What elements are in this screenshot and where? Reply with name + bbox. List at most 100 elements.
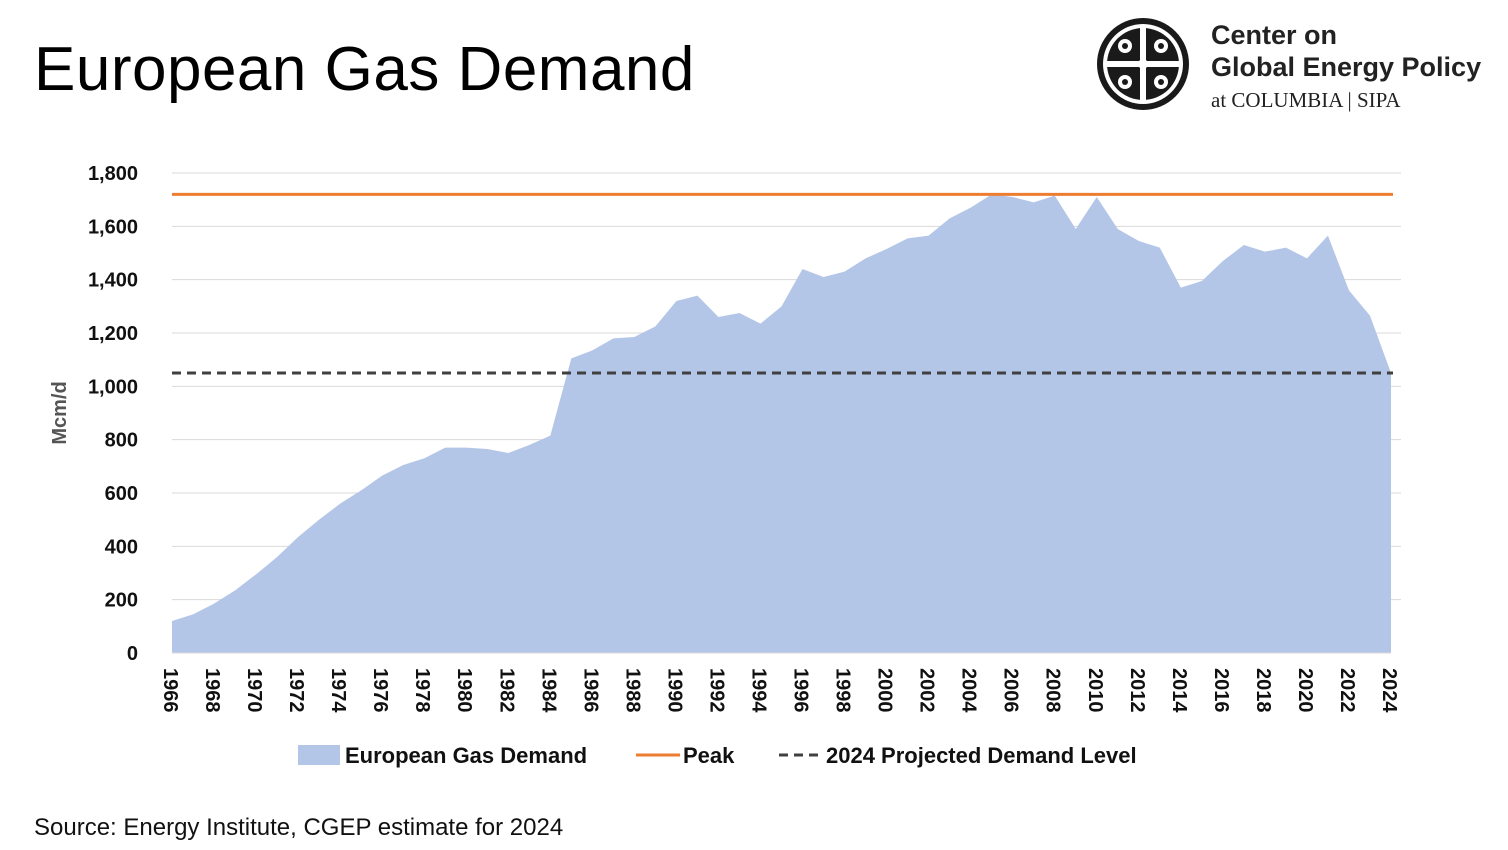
data-point bbox=[1179, 286, 1182, 289]
x-tick-label: 1978 bbox=[411, 668, 433, 713]
data-point bbox=[696, 294, 699, 297]
legend-label-demand: European Gas Demand bbox=[345, 743, 587, 768]
page-title: European Gas Demand bbox=[34, 35, 695, 104]
x-tick-label: 1992 bbox=[705, 668, 727, 713]
data-point bbox=[633, 336, 636, 339]
data-point bbox=[318, 518, 321, 521]
data-point bbox=[717, 316, 720, 319]
x-tick-label: 2018 bbox=[1252, 668, 1274, 713]
data-point bbox=[885, 248, 888, 251]
x-tick-label: 2016 bbox=[1210, 668, 1232, 713]
x-tick-label: 1980 bbox=[453, 668, 475, 713]
y-tick-label: 1,400 bbox=[88, 270, 138, 292]
y-tick-label: 0 bbox=[127, 643, 138, 665]
data-point bbox=[213, 602, 216, 605]
x-tick-label: 1998 bbox=[832, 668, 854, 713]
cgep-logo: Center on Global Energy Policy at COLUMB… bbox=[1095, 16, 1495, 116]
legend-swatch-demand bbox=[298, 745, 340, 765]
data-point bbox=[297, 536, 300, 539]
data-point bbox=[1095, 196, 1098, 199]
x-tick-label: 2004 bbox=[958, 668, 980, 713]
data-point bbox=[969, 206, 972, 209]
data-point bbox=[1263, 250, 1266, 253]
y-tick-label: 400 bbox=[105, 536, 138, 558]
x-tick-label: 1996 bbox=[790, 668, 812, 713]
data-point bbox=[402, 464, 405, 467]
x-tick-label: 2010 bbox=[1084, 668, 1106, 713]
data-point bbox=[738, 312, 741, 315]
data-point bbox=[234, 589, 237, 592]
x-tick-label: 2000 bbox=[874, 668, 896, 713]
data-point bbox=[570, 357, 573, 360]
data-point bbox=[1116, 228, 1119, 231]
source-note: Source: Energy Institute, CGEP estimate … bbox=[34, 814, 564, 841]
data-point bbox=[1242, 244, 1245, 247]
data-point bbox=[822, 276, 825, 279]
data-point bbox=[486, 448, 489, 451]
data-point bbox=[171, 620, 174, 623]
data-point bbox=[1200, 280, 1203, 283]
data-point bbox=[591, 349, 594, 352]
data-point bbox=[1158, 246, 1161, 249]
logo-text-line3: at COLUMBIA | SIPA bbox=[1211, 88, 1401, 112]
data-point bbox=[360, 489, 363, 492]
y-tick-label: 1,000 bbox=[88, 376, 138, 398]
data-point bbox=[1284, 246, 1287, 249]
x-tick-label: 2012 bbox=[1126, 668, 1148, 713]
x-tick-label: 2014 bbox=[1168, 668, 1190, 713]
cgep-emblem-icon bbox=[1097, 18, 1189, 110]
logo-text-line1: Center on bbox=[1211, 20, 1338, 50]
logo-text-line2: Global Energy Policy bbox=[1211, 52, 1482, 82]
data-point bbox=[381, 474, 384, 477]
data-point bbox=[423, 457, 426, 460]
x-tick-label: 2020 bbox=[1294, 668, 1316, 713]
y-tick-label: 1,800 bbox=[88, 163, 138, 185]
data-point bbox=[948, 217, 951, 220]
x-tick-label: 1968 bbox=[201, 668, 223, 713]
data-point bbox=[339, 502, 342, 505]
x-tick-label: 2002 bbox=[916, 668, 938, 713]
data-point bbox=[927, 234, 930, 237]
x-tick-label: 1972 bbox=[285, 668, 307, 713]
data-point bbox=[780, 305, 783, 308]
data-point bbox=[1137, 240, 1140, 243]
data-point bbox=[444, 446, 447, 449]
area-series-demand bbox=[172, 194, 1391, 654]
legend-label-projected: 2024 Projected Demand Level bbox=[826, 743, 1137, 768]
x-tick-label: 2006 bbox=[1000, 668, 1022, 713]
x-tick-label: 1966 bbox=[159, 668, 181, 713]
x-tick-label: 1970 bbox=[243, 668, 265, 713]
data-point bbox=[1221, 260, 1224, 263]
x-tick-label: 1984 bbox=[537, 668, 559, 713]
x-tick-label: 1988 bbox=[621, 668, 643, 713]
y-tick-label: 1,600 bbox=[88, 216, 138, 238]
data-point bbox=[906, 237, 909, 240]
x-tick-label: 1990 bbox=[663, 668, 685, 713]
data-point bbox=[1305, 257, 1308, 260]
data-point bbox=[276, 556, 279, 559]
data-point bbox=[1326, 234, 1329, 237]
x-tick-label: 1986 bbox=[579, 668, 601, 713]
x-tick-label: 2022 bbox=[1336, 668, 1358, 713]
data-point bbox=[1368, 314, 1371, 317]
y-tick-label: 800 bbox=[105, 430, 138, 452]
data-point bbox=[507, 452, 510, 455]
data-point bbox=[192, 613, 195, 616]
x-tick-label: 2024 bbox=[1378, 668, 1400, 713]
x-tick-label: 1974 bbox=[327, 668, 349, 713]
data-point bbox=[759, 322, 762, 325]
data-point bbox=[1032, 201, 1035, 204]
x-tick-label: 1994 bbox=[747, 668, 769, 713]
data-point bbox=[675, 300, 678, 303]
x-tick-label: 2008 bbox=[1042, 668, 1064, 713]
data-point bbox=[255, 573, 258, 576]
data-point bbox=[801, 268, 804, 271]
y-tick-label: 1,200 bbox=[88, 323, 138, 345]
data-point bbox=[528, 444, 531, 447]
y-axis-label: Mcm/d bbox=[49, 381, 71, 444]
data-point bbox=[612, 337, 615, 340]
data-point bbox=[864, 257, 867, 260]
data-point bbox=[1074, 228, 1077, 231]
data-point bbox=[1011, 196, 1014, 199]
